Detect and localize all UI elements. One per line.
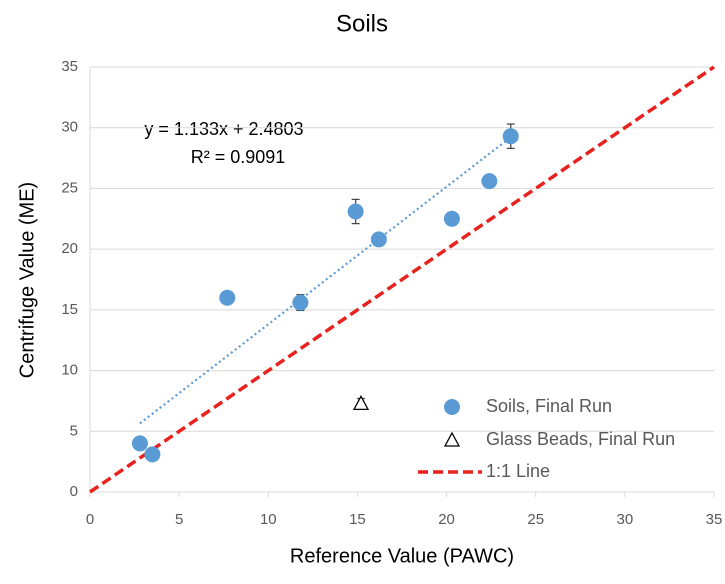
chart-title: Soils: [336, 10, 388, 37]
legend-label: 1:1 Line: [486, 461, 550, 481]
circle-marker: [219, 289, 236, 306]
x-tick-label: 35: [706, 511, 723, 528]
legend-label: Glass Beads, Final Run: [486, 429, 675, 449]
trendline-equation: y = 1.133x + 2.4803: [144, 119, 303, 139]
legend-marker: [444, 399, 460, 415]
triangle-marker: [352, 394, 370, 411]
y-tick-label: 10: [61, 362, 78, 379]
circle-marker: [292, 294, 309, 311]
x-tick-label: 10: [260, 511, 277, 528]
y-tick-label: 0: [70, 483, 78, 500]
circle-marker: [370, 231, 387, 248]
x-tick-label: 0: [86, 511, 94, 528]
x-tick-label: 5: [175, 511, 183, 528]
circle-marker: [443, 210, 460, 227]
x-tick-label: 25: [527, 511, 544, 528]
x-axis-label: Reference Value (PAWC): [290, 545, 514, 567]
y-tick-label: 20: [61, 240, 78, 257]
circle-marker: [502, 128, 519, 145]
legend-label: Soils, Final Run: [486, 396, 612, 416]
y-axis-label: Centrifuge Value (ME): [16, 182, 38, 378]
circle-marker: [144, 446, 161, 463]
x-tick-label: 15: [349, 511, 366, 528]
y-tick-label: 30: [61, 119, 78, 136]
y-tick-label: 5: [70, 422, 78, 439]
circle-marker: [481, 173, 498, 190]
x-tick-label: 20: [438, 511, 455, 528]
circle-marker: [347, 203, 364, 220]
reference-line: [89, 65, 715, 494]
legend-marker: [443, 431, 461, 447]
y-tick-label: 35: [61, 58, 78, 75]
trendline: [139, 136, 512, 425]
circle-marker: [131, 435, 148, 452]
x-tick-label: 30: [617, 511, 634, 528]
trendline-r2: R² = 0.9091: [191, 147, 286, 167]
y-tick-label: 25: [61, 179, 78, 196]
y-tick-label: 15: [61, 301, 78, 318]
